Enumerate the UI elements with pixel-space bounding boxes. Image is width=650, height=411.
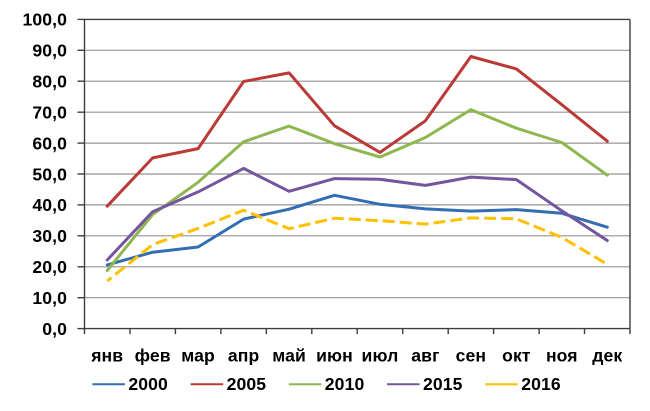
svg-text:20,0: 20,0 (32, 257, 67, 277)
svg-text:2010: 2010 (325, 374, 365, 394)
svg-text:10,0: 10,0 (32, 288, 67, 308)
svg-text:июн: июн (316, 346, 353, 366)
svg-text:апр: апр (228, 346, 260, 366)
svg-text:0,0: 0,0 (42, 319, 67, 339)
svg-text:сен: сен (456, 346, 487, 366)
svg-text:май: май (272, 346, 306, 366)
svg-text:80,0: 80,0 (32, 72, 67, 92)
svg-text:мар: мар (181, 346, 215, 366)
svg-text:фев: фев (135, 346, 171, 366)
svg-text:100,0: 100,0 (22, 10, 67, 30)
svg-text:2005: 2005 (227, 374, 267, 394)
svg-text:30,0: 30,0 (32, 226, 67, 246)
svg-text:2016: 2016 (521, 374, 561, 394)
svg-text:дек: дек (592, 346, 622, 366)
svg-text:60,0: 60,0 (32, 133, 67, 153)
svg-text:авг: авг (411, 346, 439, 366)
svg-text:окт: окт (502, 346, 531, 366)
svg-text:2000: 2000 (128, 374, 168, 394)
svg-text:ноя: ноя (546, 346, 578, 366)
svg-text:янв: янв (90, 346, 123, 366)
svg-text:40,0: 40,0 (32, 195, 67, 215)
svg-text:70,0: 70,0 (32, 103, 67, 123)
svg-text:90,0: 90,0 (32, 41, 67, 61)
svg-text:2015: 2015 (423, 374, 463, 394)
svg-text:50,0: 50,0 (32, 164, 67, 184)
svg-text:июл: июл (362, 346, 399, 366)
